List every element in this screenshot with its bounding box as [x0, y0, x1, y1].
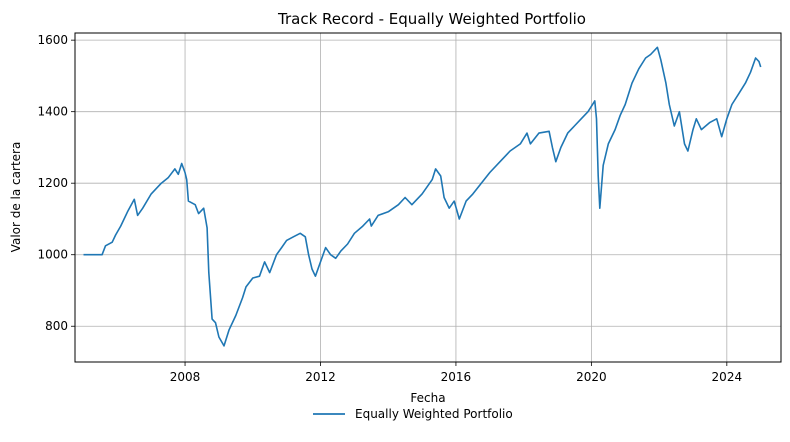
y-axis-label: Valor de la cartera	[9, 142, 23, 253]
legend-label-equally-weighted-portfolio: Equally Weighted Portfolio	[355, 407, 513, 421]
y-axis: 800 1000 1200 1400 1600	[37, 33, 75, 333]
y-tick-label: 1600	[37, 33, 68, 47]
y-tick-label: 1200	[37, 176, 68, 190]
y-tick-label: 1400	[37, 105, 68, 119]
x-tick-label: 2008	[170, 370, 201, 384]
plot-area-frame	[74, 32, 782, 363]
y-tick-label: 1000	[37, 248, 68, 262]
y-tick-label: 800	[45, 319, 68, 333]
series-layer	[83, 46, 762, 347]
grid	[75, 33, 781, 362]
chart-title: Track Record - Equally Weighted Portfoli…	[277, 10, 586, 28]
x-tick-label: 2016	[441, 370, 472, 384]
x-tick-label: 2020	[576, 370, 607, 384]
x-axis: 2008 2012 2016 2020 2024	[170, 362, 742, 384]
x-axis-label: Fecha	[410, 391, 445, 405]
x-tick-label: 2012	[305, 370, 336, 384]
series-line-equally-weighted-portfolio	[83, 46, 762, 347]
x-tick-label: 2024	[712, 370, 743, 384]
legend: Equally Weighted Portfolio	[313, 407, 513, 421]
